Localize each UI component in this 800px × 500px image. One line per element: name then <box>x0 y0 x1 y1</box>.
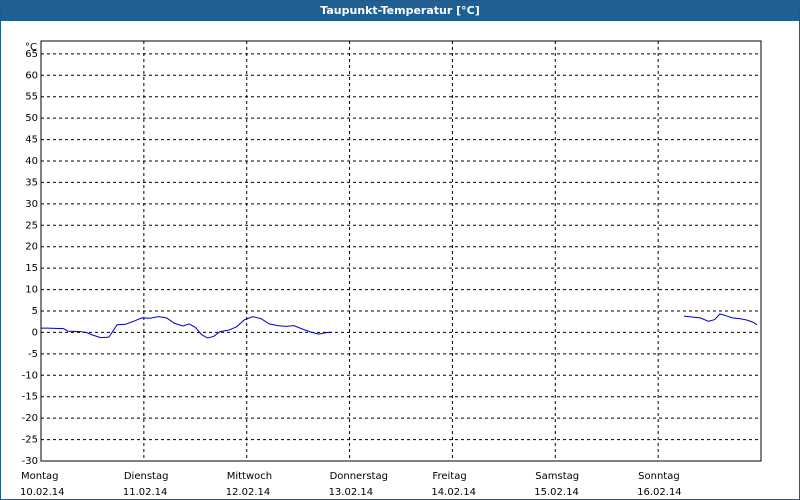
y-tick-label: -25 <box>22 435 38 446</box>
series-layer <box>41 313 758 339</box>
y-tick-label: -5 <box>28 349 38 360</box>
x-tick-day: Montag <box>21 471 58 482</box>
y-tick-label: 50 <box>25 113 38 124</box>
x-tick-date: 12.02.14 <box>226 487 271 498</box>
y-tick-label: -10 <box>22 370 38 381</box>
y-tick-label: 60 <box>25 70 38 81</box>
x-tick-date: 13.02.14 <box>329 487 374 498</box>
x-tick-date: 15.02.14 <box>534 487 579 498</box>
x-tick-date: 14.02.14 <box>431 487 476 498</box>
y-tick-label: 20 <box>25 242 38 253</box>
series-line <box>683 313 758 326</box>
y-tick-label: -30 <box>22 456 38 467</box>
x-tick-day: Freitag <box>432 471 466 482</box>
y-tick-label: 0 <box>32 327 38 338</box>
x-tick-day: Samstag <box>535 471 579 482</box>
grid <box>41 41 761 461</box>
x-tick-day: Dienstag <box>124 471 169 482</box>
x-tick-date: 10.02.14 <box>20 487 65 498</box>
chart-title: Taupunkt-Temperatur [°C] <box>1 1 799 21</box>
y-tick-label: 15 <box>25 263 38 274</box>
y-tick-label: 40 <box>25 156 38 167</box>
x-tick-day: Mittwoch <box>227 471 272 482</box>
x-tick-day: Sonntag <box>638 471 680 482</box>
plot-area <box>41 41 761 461</box>
y-tick-label: 65 <box>25 49 38 60</box>
series-line <box>41 316 332 339</box>
y-axis: -30 -25 -20 -15 -10 -5 0 5 10 15 20 25 30 35 40 45 50 55 6… <box>22 42 38 467</box>
y-tick-label: -20 <box>22 413 38 424</box>
y-tick-label: -15 <box>22 392 38 403</box>
plot-border <box>40 40 762 462</box>
y-tick-label: 55 <box>25 92 38 103</box>
y-tick-label: 5 <box>32 306 38 317</box>
x-tick-date: 16.02.14 <box>637 487 682 498</box>
x-axis: Montag 10.02.14 Dienstag 11.02.14 Mittwoch 12… <box>20 471 682 498</box>
x-tick-day: Donnerstag <box>330 471 388 482</box>
y-axis-unit: °C <box>25 42 37 53</box>
y-tick-label: 25 <box>25 220 38 231</box>
y-tick-label: 10 <box>25 285 38 296</box>
x-tick-date: 11.02.14 <box>123 487 168 498</box>
y-tick-label: 30 <box>25 199 38 210</box>
y-tick-label: 35 <box>25 177 38 188</box>
y-tick-label: 45 <box>25 135 38 146</box>
